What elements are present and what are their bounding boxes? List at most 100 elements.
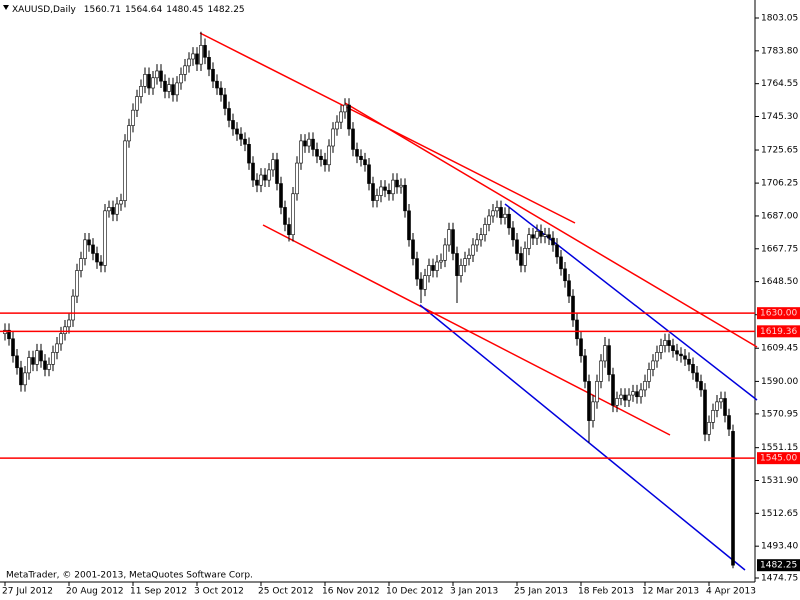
y-tick-label: 1551.15 (761, 443, 798, 453)
candle-body (227, 108, 231, 121)
candle-body (731, 431, 735, 566)
candle-body (483, 224, 487, 236)
candle-body (191, 53, 195, 60)
trend-lines (199, 32, 758, 571)
y-tick-label: 1590.00 (761, 377, 798, 387)
candle-body (711, 410, 715, 423)
candle-body (63, 326, 67, 334)
candle-body (259, 174, 263, 186)
y-tick-label: 1570.95 (761, 409, 798, 419)
candle-body (291, 193, 295, 236)
candle-body (315, 149, 319, 157)
candle-body (363, 159, 367, 166)
x-tick-label: 16 Nov 2012 (322, 587, 380, 597)
y-tick-label: 1687.00 (761, 211, 798, 221)
candle-body (143, 74, 147, 87)
candle-body (499, 207, 503, 218)
x-tick-label: 3 Jan 2013 (450, 587, 498, 597)
candle-body (359, 155, 363, 160)
candle-body (443, 244, 447, 261)
x-tick-label: 3 Oct 2012 (194, 587, 244, 597)
candle-body (67, 319, 71, 328)
candle-body (183, 65, 187, 75)
candle-body (171, 84, 175, 96)
candle-body (43, 360, 47, 370)
candle-body (615, 398, 619, 406)
chart-title: XAUUSD,Daily (12, 5, 76, 15)
collapse-icon (3, 5, 9, 10)
candle-body (703, 389, 707, 435)
candle-body (415, 258, 419, 280)
copyright: MetaTrader, © 2001-2013, MetaQuotes Soft… (6, 571, 253, 581)
candle-body (503, 213, 507, 218)
candle-body (107, 207, 111, 212)
candle-body (147, 74, 151, 89)
candle-body (331, 128, 335, 147)
candle-body (47, 364, 51, 370)
last-low: 1480.45 (166, 5, 203, 15)
candle-body (715, 401, 719, 411)
y-tick-label: 1764.55 (761, 79, 798, 89)
x-tick-label: 12 Mar 2013 (642, 587, 699, 597)
candle-body (379, 186, 383, 196)
x-tick-label: 20 Aug 2012 (66, 587, 124, 597)
candle-body (407, 210, 411, 241)
candle-body (247, 144, 251, 164)
candle-body (535, 230, 539, 239)
candle-body (55, 343, 59, 353)
candle-body (695, 372, 699, 382)
candle-body (431, 265, 435, 271)
x-tick-label: 25 Oct 2012 (258, 587, 314, 597)
candle-body (631, 391, 635, 396)
candle-body (507, 213, 511, 229)
candle-body (267, 169, 271, 181)
level-label: 1630.00 (760, 309, 797, 319)
y-tick-label: 1803.05 (761, 13, 798, 23)
y-tick-label: 1667.75 (761, 244, 798, 254)
candle-body (295, 162, 299, 195)
candle-body (323, 159, 327, 166)
candle-body (51, 352, 55, 365)
candle-body (351, 128, 355, 150)
candle-body (475, 239, 479, 246)
candle-body (207, 57, 211, 70)
candle-body (387, 190, 391, 195)
candle-body (643, 381, 647, 391)
candle-body (595, 381, 599, 403)
candle-body (419, 278, 423, 290)
candle-body (215, 80, 219, 89)
candle-body (691, 364, 695, 374)
candle-body (11, 338, 15, 357)
candle-body (195, 53, 199, 65)
candle-body (403, 184, 407, 212)
y-tick-label: 1783.80 (761, 46, 798, 56)
candle-body (115, 203, 119, 215)
candle-body (151, 77, 155, 89)
x-tick-label: 27 Jul 2012 (2, 587, 53, 597)
candle-body (495, 207, 499, 212)
candle-body (539, 230, 543, 237)
candle-body (611, 374, 615, 406)
candle-body (719, 398, 723, 403)
y-tick-label: 1512.65 (761, 509, 798, 519)
last-open: 1560.71 (84, 5, 121, 15)
candle-body (279, 183, 283, 208)
candle-body (23, 372, 27, 386)
candle-body (303, 140, 307, 147)
candle-body (563, 268, 567, 282)
candle-body (471, 244, 475, 256)
candle-body (699, 381, 703, 391)
candle-body (463, 258, 467, 266)
level-label-box (757, 307, 800, 320)
candle-body (723, 398, 727, 416)
level-label-box (757, 452, 800, 465)
candle-body (159, 70, 163, 82)
candle-body (683, 355, 687, 360)
candle-body (627, 394, 631, 401)
trend-line (344, 102, 758, 348)
candle-body (511, 227, 515, 241)
candle-body (591, 401, 595, 421)
candle-body (167, 84, 171, 92)
candle-body (383, 186, 387, 191)
